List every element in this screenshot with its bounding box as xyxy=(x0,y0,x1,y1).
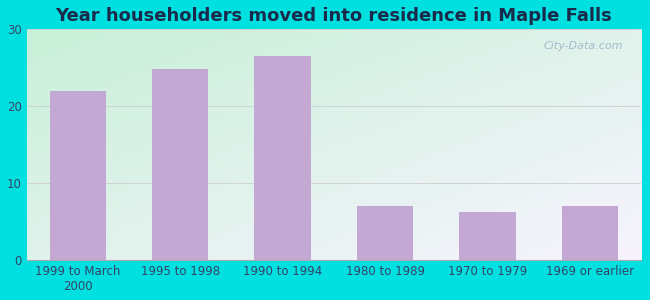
Bar xyxy=(49,91,106,260)
Text: City-Data.com: City-Data.com xyxy=(543,41,623,51)
Bar xyxy=(357,206,413,260)
Bar xyxy=(152,69,209,260)
Bar xyxy=(255,56,311,260)
Bar xyxy=(460,212,515,260)
Bar xyxy=(562,206,618,260)
Title: Year householders moved into residence in Maple Falls: Year householders moved into residence i… xyxy=(55,7,612,25)
